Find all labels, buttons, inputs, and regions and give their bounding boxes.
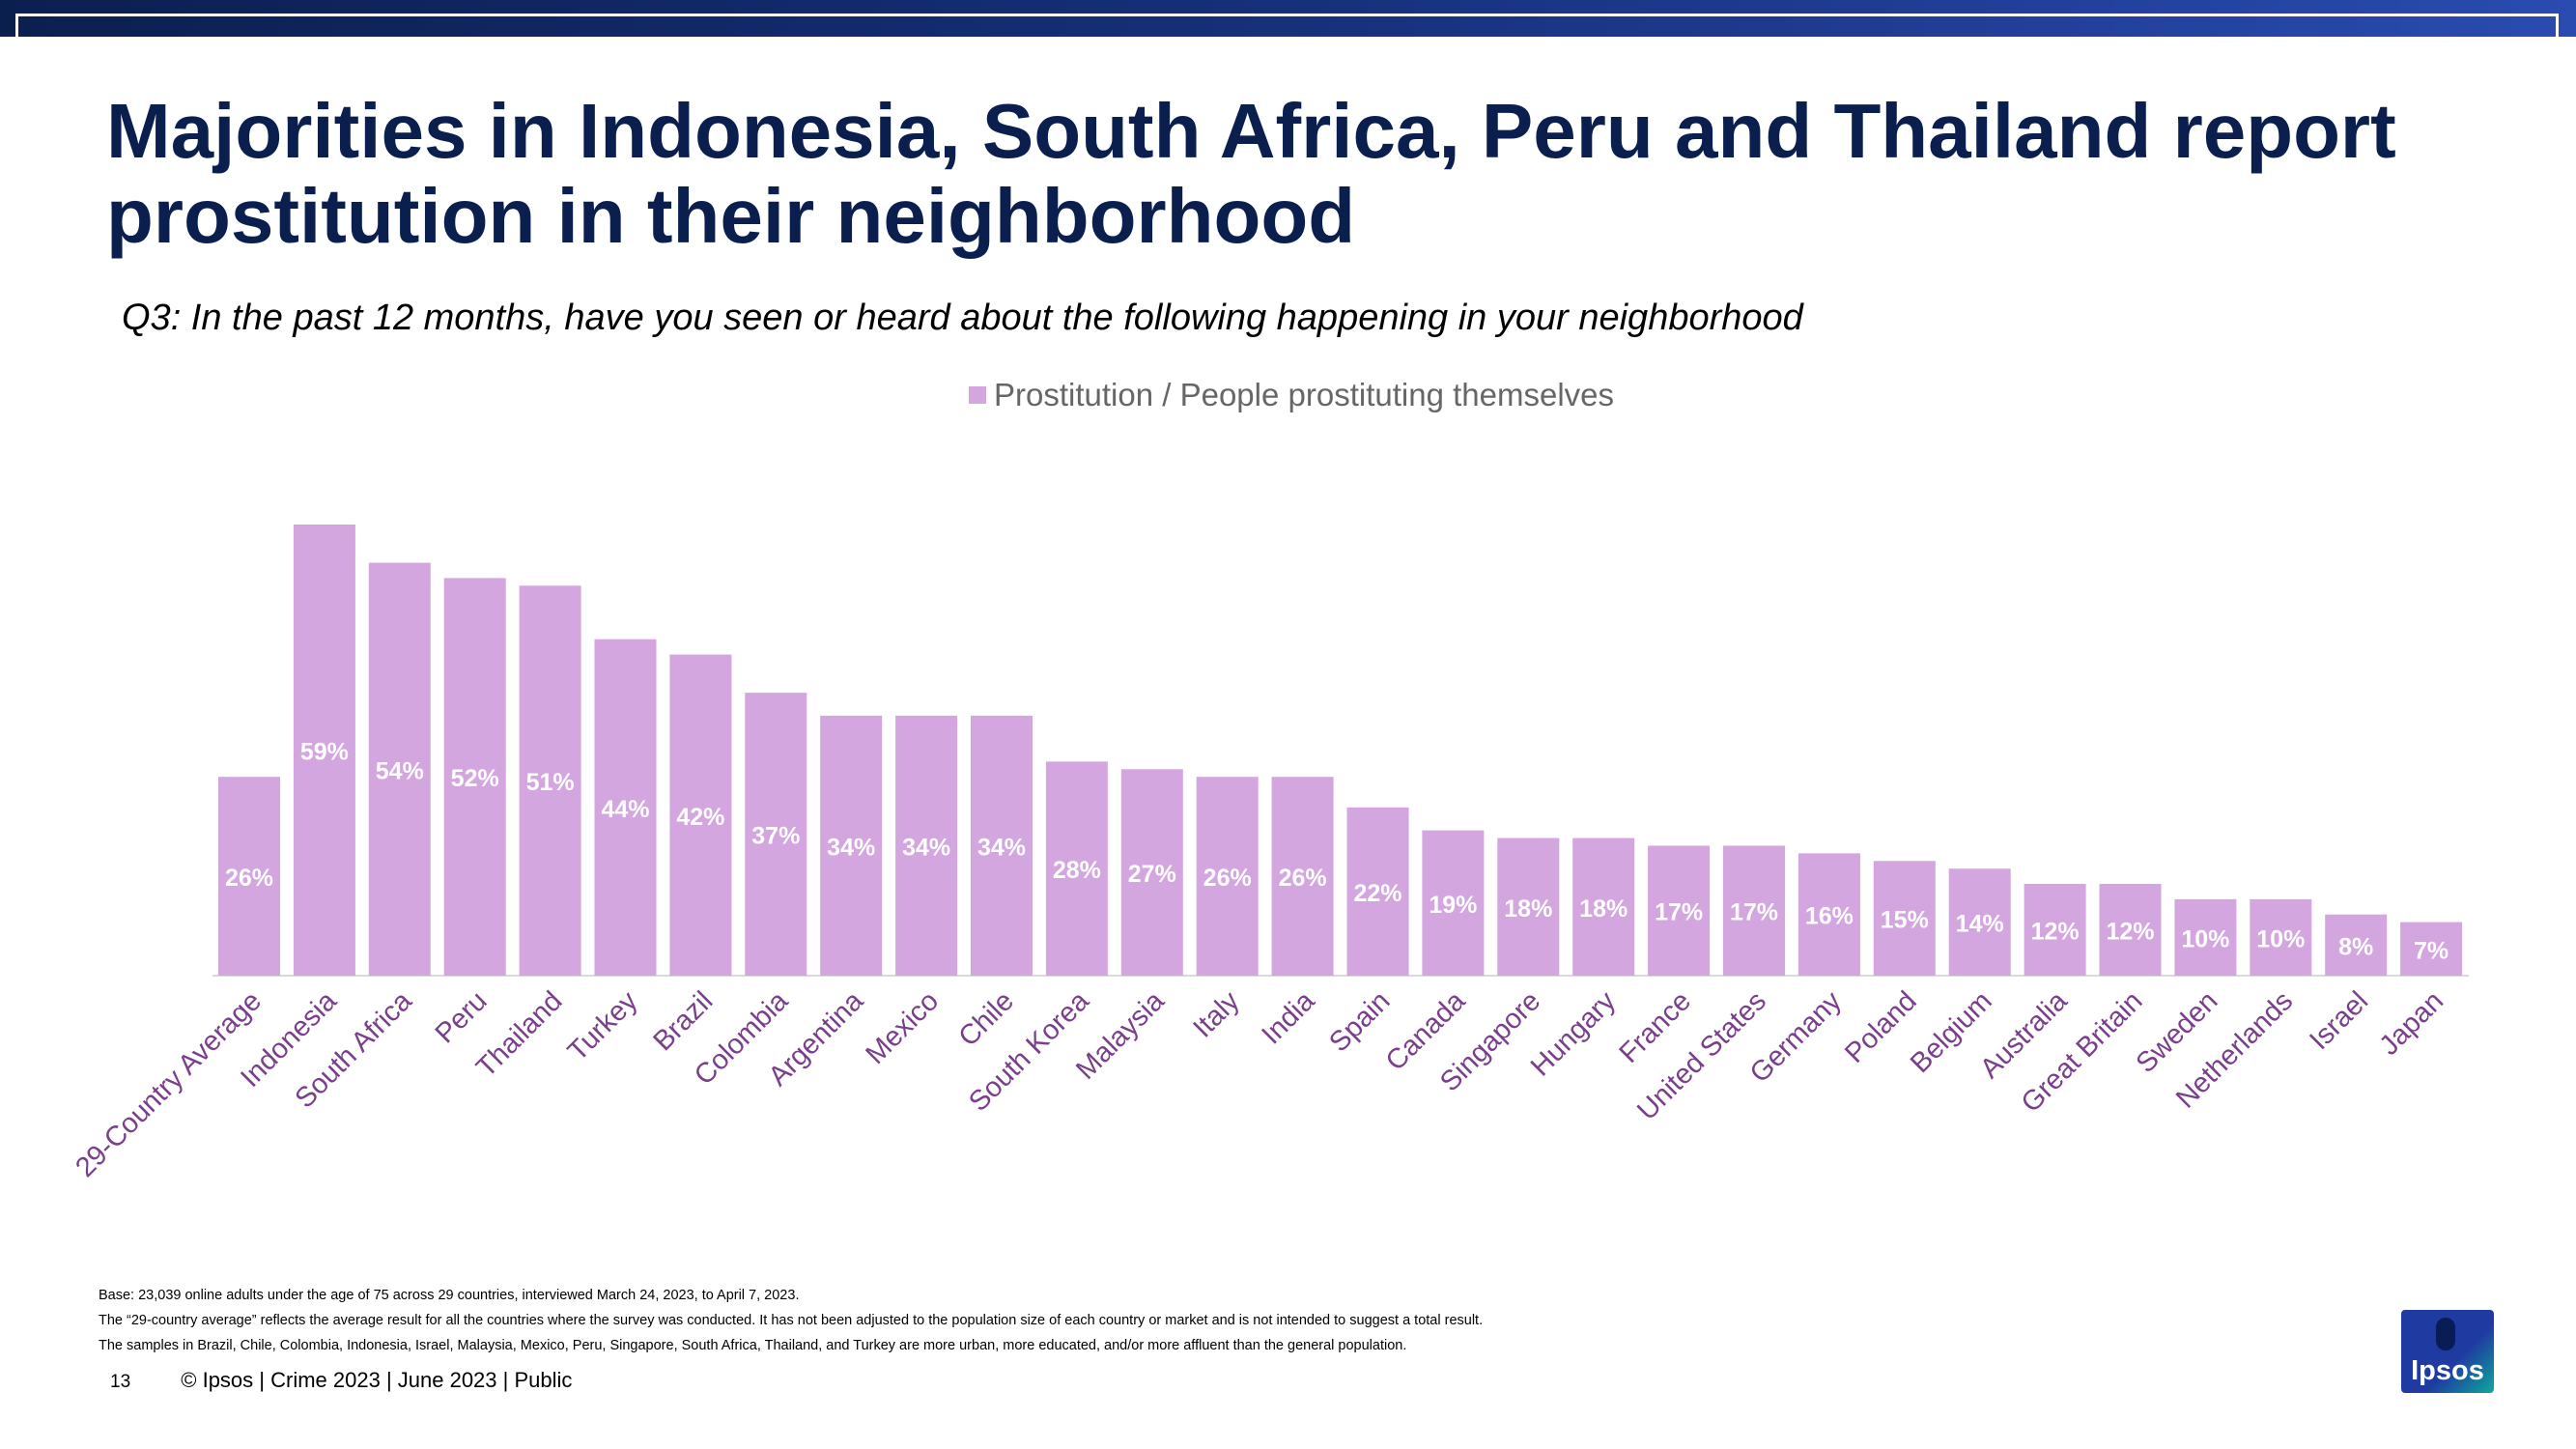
bar-thailand (519, 585, 581, 976)
bar-netherlands (2250, 898, 2312, 976)
bar-india (1271, 777, 1334, 976)
footnote-samples: The samples in Brazil, Chile, Colombia, … (99, 1338, 1407, 1353)
bar-indonesia (293, 525, 355, 976)
page-title: Majorities in Indonesia, South Africa, P… (106, 88, 2396, 259)
data-label: 8% (2338, 933, 2373, 960)
data-label: 34% (977, 834, 1026, 861)
question-subtitle: Q3: In the past 12 months, have you seen… (122, 298, 1803, 338)
data-label: 12% (2031, 919, 2080, 946)
legend-label: Prostitution / People prostituting thems… (994, 377, 1615, 412)
category-label: United States (1631, 985, 1772, 1126)
bar-great-britain (2099, 884, 2162, 976)
bar-canada (1422, 830, 1485, 976)
data-label: 27% (1128, 861, 1176, 888)
legend-swatch (969, 386, 986, 404)
top-banner (0, 0, 2576, 39)
bar-argentina (820, 715, 883, 976)
category-label: Mexico (860, 985, 945, 1070)
data-label: 19% (1429, 892, 1477, 919)
bar-turkey (594, 639, 657, 976)
bar-sweden (2174, 898, 2237, 976)
bar-peru (443, 578, 506, 976)
data-label: 18% (1504, 895, 1552, 923)
data-label: 12% (2106, 919, 2154, 946)
ipsos-logo: Ipsos (2401, 1310, 2494, 1393)
data-label: 16% (1805, 903, 1854, 930)
footnotes: Base: 23,039 online adults under the age… (99, 1283, 1483, 1358)
data-label: 52% (451, 765, 499, 792)
data-label: 15% (1881, 907, 1929, 934)
data-label: 54% (376, 757, 424, 784)
bar-malaysia (1120, 769, 1183, 976)
bar-colombia (745, 693, 807, 976)
bar-australia (2024, 884, 2086, 976)
category-label: Peru (430, 985, 494, 1049)
bar-spain (1346, 807, 1409, 976)
data-label: 26% (1203, 865, 1252, 892)
data-label: 10% (2181, 925, 2229, 952)
category-label: Brazil (647, 985, 719, 1057)
footer: 13 © Ipsos | Crime 2023 | June 2023 | Pu… (110, 1368, 572, 1393)
category-label: 29-Country Average (70, 985, 268, 1183)
chart-legend: Prostitution / People prostituting thems… (969, 377, 1614, 413)
category-label: Italy (1187, 985, 1246, 1044)
bar-belgium (1948, 868, 2011, 976)
data-label: 51% (526, 769, 575, 796)
bar-singapore (1497, 838, 1560, 976)
data-label: 17% (1655, 899, 1703, 926)
bar-poland (1873, 861, 1936, 976)
data-label: 34% (902, 834, 950, 861)
bar-hungary (1572, 838, 1635, 976)
category-label: Hungary (1525, 985, 1622, 1082)
data-label: 26% (225, 865, 273, 892)
bar-brazil (669, 654, 732, 976)
data-label: 17% (1730, 899, 1778, 926)
category-label: India (1256, 985, 1321, 1051)
data-label: 44% (601, 796, 649, 823)
data-label: 37% (751, 823, 800, 850)
bar-israel (2325, 914, 2388, 976)
bar-united-states (1723, 845, 1785, 976)
category-label: Turkey (562, 985, 644, 1067)
bar-japan (2400, 922, 2463, 976)
bar-france (1648, 845, 1711, 976)
data-label: 59% (300, 739, 349, 766)
data-label: 18% (1579, 895, 1628, 923)
data-label: 34% (827, 834, 875, 861)
top-banner-frame (15, 14, 2559, 39)
bar-chart: 26%29-Country Average59%Indonesia54%Sout… (70, 525, 2469, 1183)
logo-text: Ipsos (2411, 1355, 2484, 1386)
bar-chile (971, 715, 1033, 976)
bar-mexico (895, 715, 958, 976)
category-label: Japan (2374, 985, 2449, 1061)
data-label: 14% (1956, 911, 2004, 938)
bar-south-korea (1045, 761, 1108, 976)
footnote-average: The “29-country average” reflects the av… (99, 1313, 1484, 1328)
data-label: 7% (2414, 937, 2449, 964)
data-label: 26% (1279, 865, 1327, 892)
category-label: Chile (953, 985, 1020, 1052)
footnote-base: Base: 23,039 online adults under the age… (99, 1288, 800, 1303)
data-label: 28% (1053, 857, 1101, 884)
bar-germany (1798, 853, 1860, 976)
bar-italy (1196, 777, 1259, 976)
page-number: 13 (110, 1372, 131, 1392)
category-label: Israel (2304, 985, 2374, 1056)
data-label: 42% (676, 804, 724, 831)
bar-29-country-average (218, 777, 280, 976)
data-label: 10% (2256, 925, 2305, 952)
copyright-text: © Ipsos | Crime 2023 | June 2023 | Publi… (181, 1368, 573, 1392)
logo-mark-icon (2436, 1318, 2455, 1350)
data-label: 22% (1353, 880, 1401, 907)
bar-south-africa (368, 562, 431, 976)
category-label: Spain (1323, 985, 1396, 1058)
